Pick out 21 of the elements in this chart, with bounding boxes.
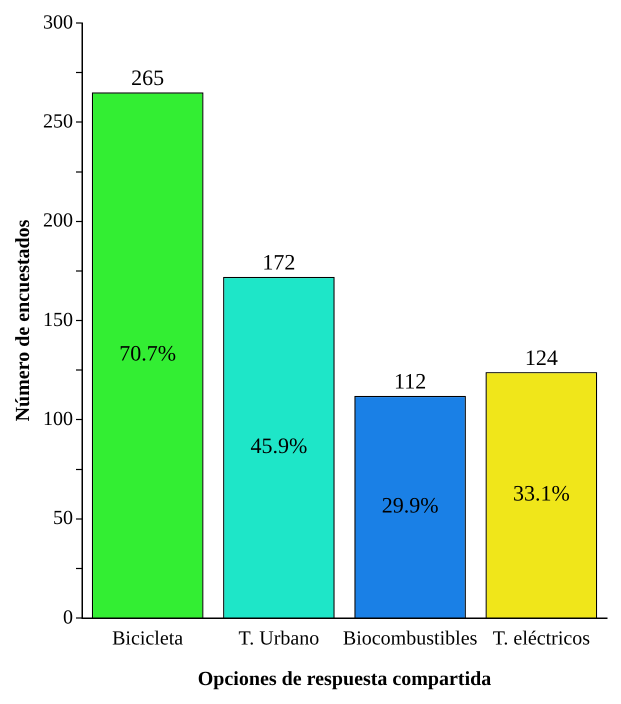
annotation: 33.1% (512, 480, 570, 506)
data-label: 112 (394, 368, 426, 394)
x-tick-label: Bicicleta (112, 627, 184, 650)
annotation: 70.7% (119, 340, 176, 366)
data-label: 172 (262, 250, 296, 275)
x-tick-label: Biocombustibles (342, 627, 478, 650)
data-label: 124 (524, 344, 558, 370)
y-tick-label: 250 (43, 110, 73, 132)
y-tick-label: 50 (53, 507, 73, 530)
annotation: 45.9% (250, 432, 308, 458)
annotation: 29.9% (382, 492, 439, 518)
y-tick-label: 300 (43, 11, 73, 34)
x-axis-title: Opciones de respuesta compartida (198, 668, 492, 690)
y-axis-title: Número de encuestados (12, 219, 34, 422)
y-tick-label: 0 (63, 606, 73, 628)
x-tick-label: T. eléctricos (492, 627, 590, 650)
data-label: 265 (131, 65, 164, 90)
y-tick-label: 100 (43, 408, 73, 430)
x-tick-label: T. Urbano (238, 627, 320, 650)
y-tick-label: 200 (43, 210, 73, 232)
y-tick-label: 150 (43, 308, 73, 331)
